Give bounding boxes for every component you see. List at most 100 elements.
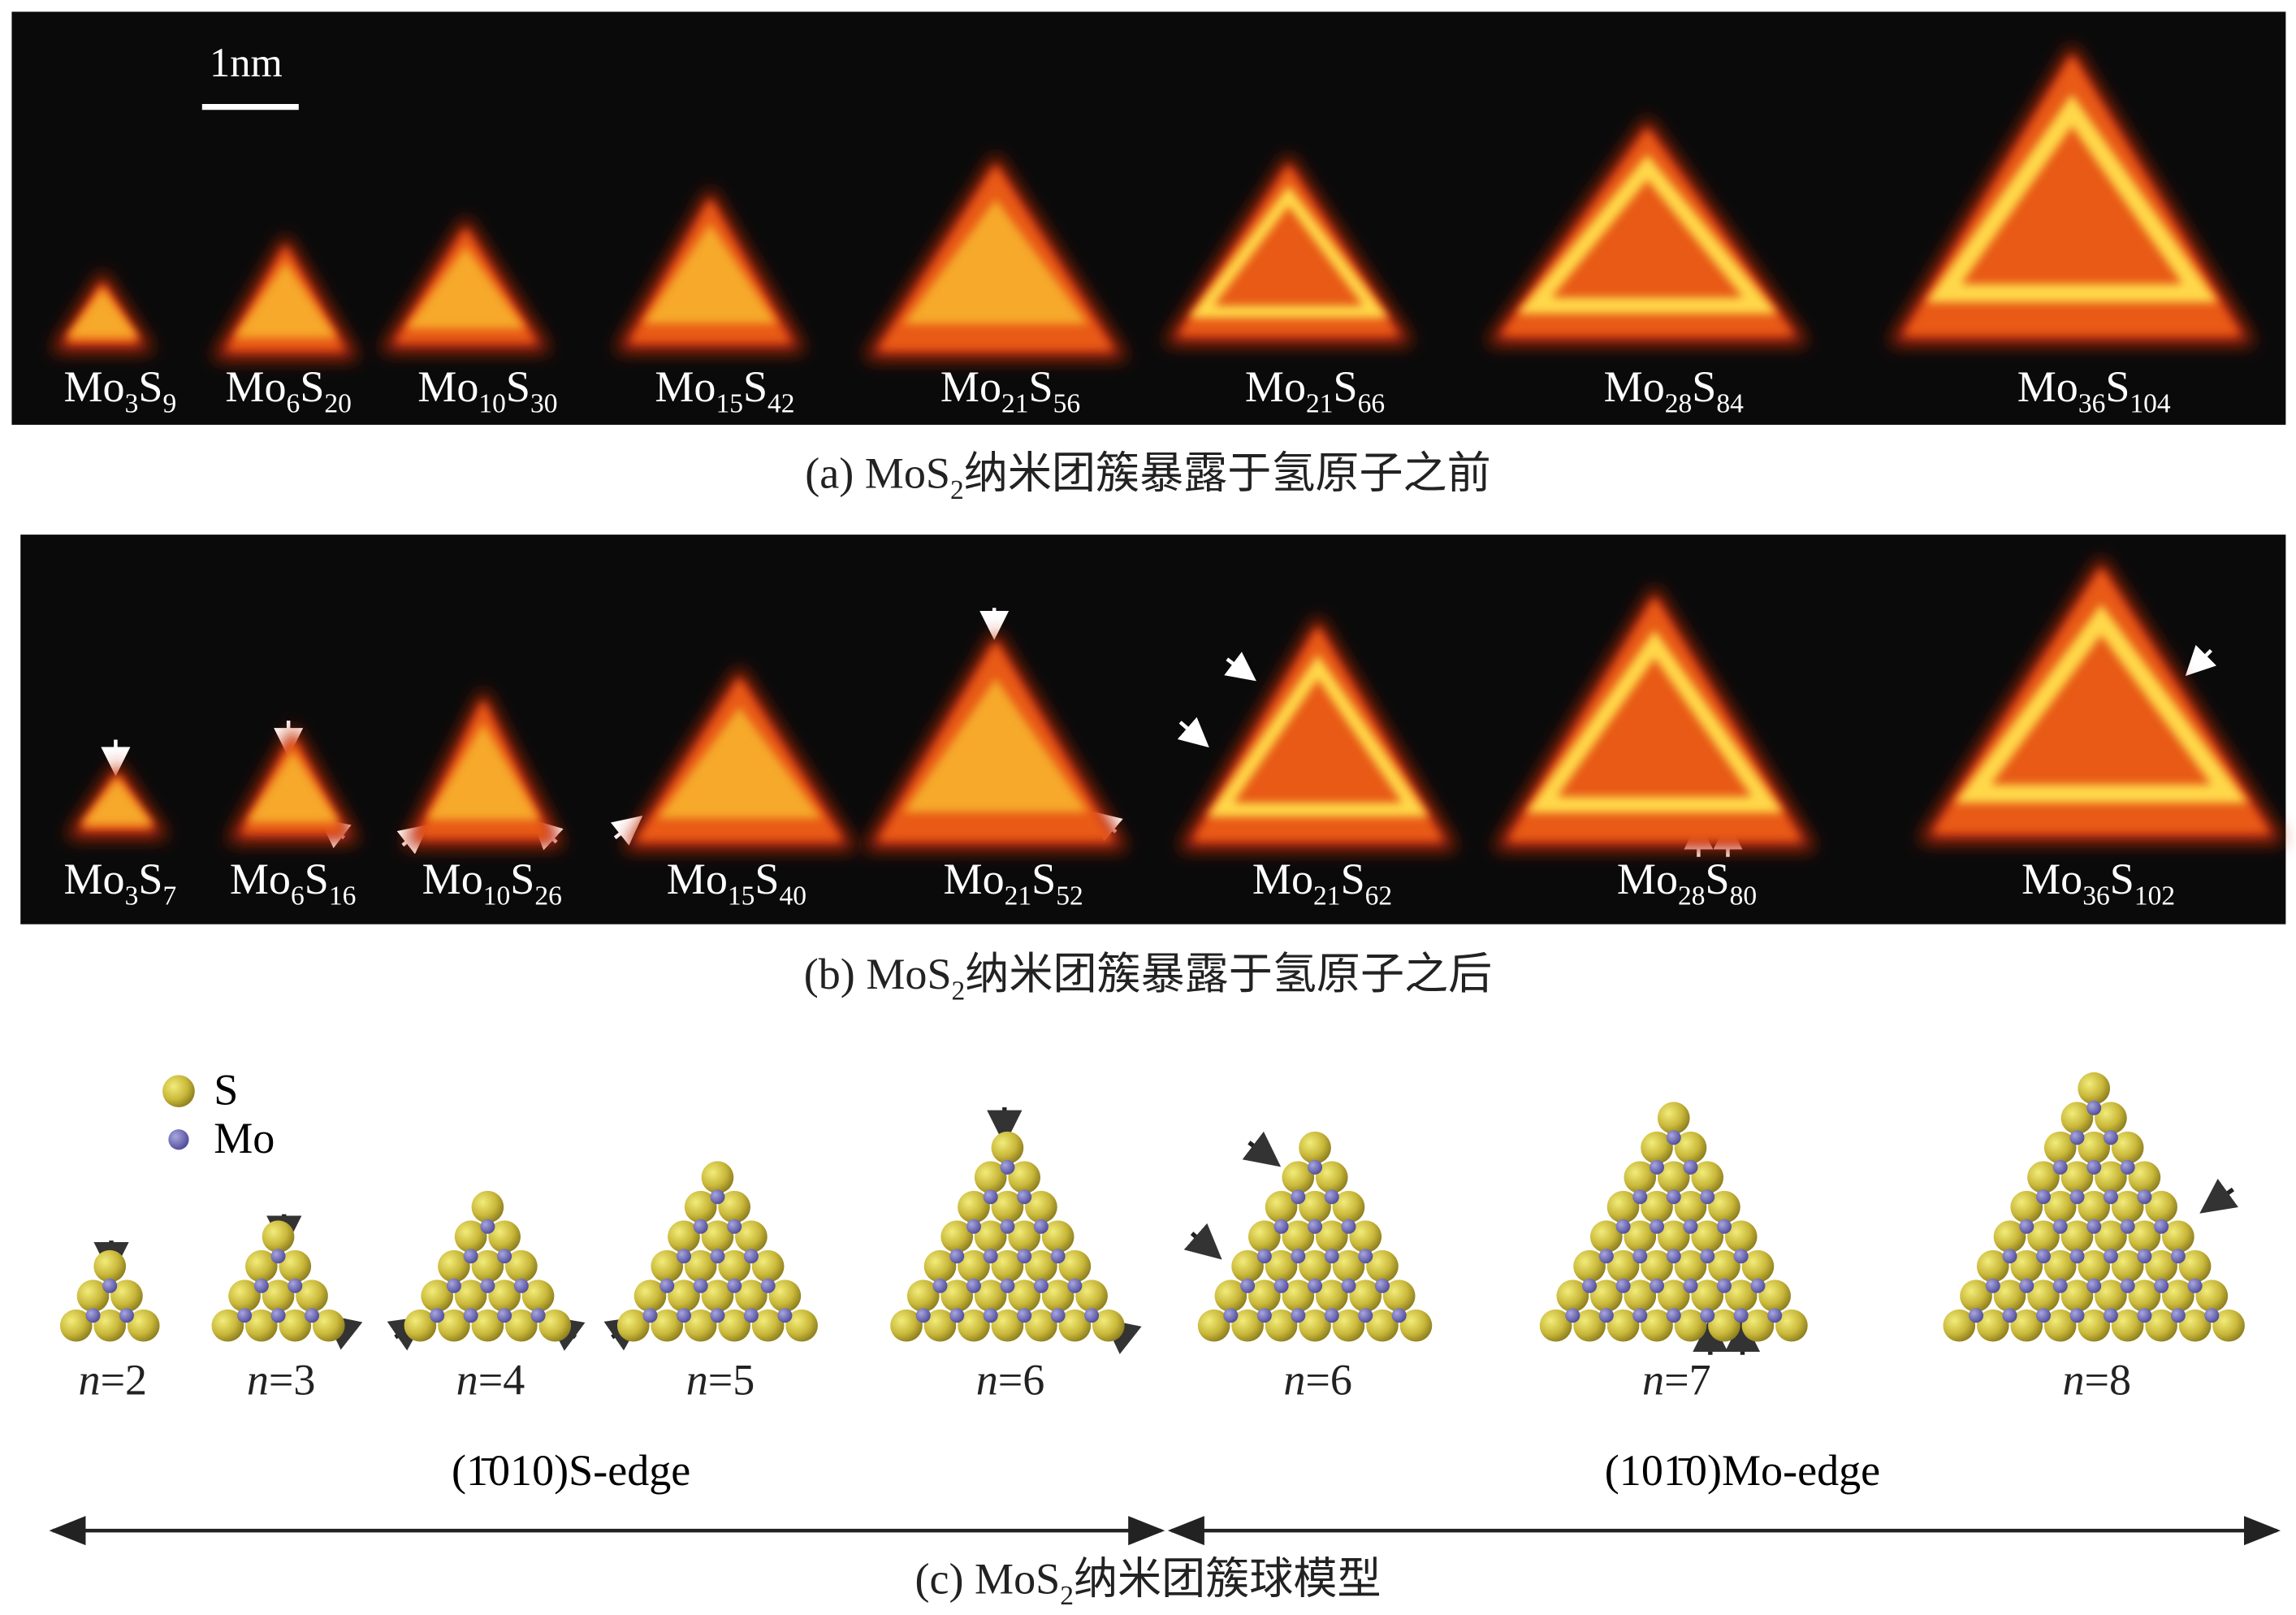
panel-b-image [20, 535, 2286, 924]
s-atom [2128, 1279, 2161, 1313]
s-atom [735, 1279, 767, 1313]
s-atom [2178, 1309, 2212, 1342]
s-atom [1624, 1161, 1657, 1194]
mo-atom [2069, 1249, 2085, 1264]
s-atom [768, 1279, 802, 1313]
text-part: n [456, 1355, 478, 1404]
mo-atom [1615, 1278, 1631, 1293]
mo-atom [777, 1308, 793, 1323]
s-atom [2060, 1102, 2094, 1135]
mo-atom [1050, 1249, 1066, 1264]
s-atom [890, 1309, 923, 1342]
s-atom [1708, 1190, 1740, 1223]
s-atom [2128, 1161, 2161, 1194]
mo-atom [2187, 1278, 2203, 1293]
mo-atom [1598, 1249, 1614, 1264]
cluster-label: Mo10S26 [422, 855, 562, 911]
mo-atom [1256, 1249, 1272, 1264]
s-atom [471, 1249, 504, 1283]
s-atom [1041, 1279, 1074, 1313]
stm-cluster [863, 154, 1128, 359]
text-part: 36 [2082, 881, 2110, 911]
s-atom [1349, 1279, 1382, 1313]
text-part: 21 [1005, 881, 1032, 911]
text-part: S [1031, 855, 1056, 903]
s-atom [2078, 1072, 2111, 1105]
s-atom [1624, 1220, 1657, 1253]
text-part: Mo [940, 362, 1001, 411]
mo-atom [1291, 1308, 1306, 1323]
ball-model [890, 1131, 1125, 1342]
s-atom [668, 1220, 700, 1253]
text-part: 7 [162, 881, 176, 911]
s-atom [1556, 1279, 1589, 1313]
mo-atom [2019, 1278, 2034, 1293]
mo-atom [1733, 1249, 1749, 1264]
ball-model [616, 1161, 818, 1342]
s-atom [1674, 1131, 1707, 1164]
s-atom [1332, 1249, 1365, 1283]
s-atom [2162, 1220, 2194, 1253]
mo-atom [1615, 1219, 1631, 1234]
text-part: n [2063, 1355, 2085, 1404]
s-atom [2027, 1161, 2060, 1194]
s-atom [296, 1279, 328, 1313]
model-label: n=6 [976, 1355, 1045, 1404]
s-atom [127, 1309, 160, 1342]
text-part: S [2110, 855, 2134, 903]
text-part: 80 [1730, 881, 1758, 911]
s-atom [2060, 1279, 2094, 1313]
mo-atom [1324, 1189, 1339, 1205]
text-part: Mo [2021, 855, 2082, 903]
s-atom [633, 1279, 667, 1313]
mo-atom [1084, 1308, 1100, 1323]
mo-atom [659, 1278, 675, 1293]
s-atom [1573, 1309, 1606, 1342]
mo-atom [446, 1278, 461, 1293]
s-atom [1741, 1309, 1775, 1342]
mo-atom [1291, 1189, 1306, 1205]
s-atom [991, 1249, 1024, 1283]
mo-atom [305, 1308, 320, 1323]
stm-cluster [1918, 556, 2285, 842]
text-part: S [755, 855, 779, 903]
legend-s-swatch [162, 1075, 195, 1108]
mo-atom [1565, 1308, 1580, 1323]
mo-atom [2154, 1278, 2169, 1293]
stm-cluster [402, 688, 564, 847]
mo-atom [2170, 1249, 2186, 1264]
s-atom [1025, 1249, 1057, 1283]
text-part: Mo [422, 855, 483, 903]
s-atom [1674, 1309, 1707, 1342]
s-atom [1641, 1190, 1673, 1223]
s-atom [974, 1279, 1007, 1313]
stm-cluster [615, 187, 806, 352]
mo-atom [1223, 1308, 1239, 1323]
text-part: 2 [952, 976, 966, 1007]
s-atom [1606, 1249, 1640, 1283]
stm-cluster [212, 234, 359, 359]
s-atom [1299, 1131, 1331, 1164]
s-atom [991, 1131, 1024, 1164]
text-part: 52 [1056, 881, 1083, 911]
mo-atom [1000, 1219, 1015, 1234]
s-atom [2043, 1131, 2077, 1164]
s-atom [2095, 1102, 2127, 1135]
s-atom [718, 1309, 751, 1342]
s-atom [684, 1309, 717, 1342]
mo-atom [2019, 1219, 2034, 1234]
mo-atom [915, 1308, 931, 1323]
s-atom [76, 1279, 110, 1313]
text-part: 62 [1365, 881, 1393, 911]
mo-atom [2052, 1159, 2068, 1175]
s-atom [438, 1249, 470, 1283]
mo-atom [1632, 1249, 1648, 1264]
s-atom [701, 1279, 734, 1313]
s-atom [1366, 1249, 1399, 1283]
mo-atom [1017, 1249, 1032, 1264]
s-atom [404, 1309, 437, 1342]
stm-cluster [1888, 44, 2255, 344]
cluster-label: Mo21S52 [944, 855, 1083, 911]
mo-atom [1291, 1249, 1306, 1264]
